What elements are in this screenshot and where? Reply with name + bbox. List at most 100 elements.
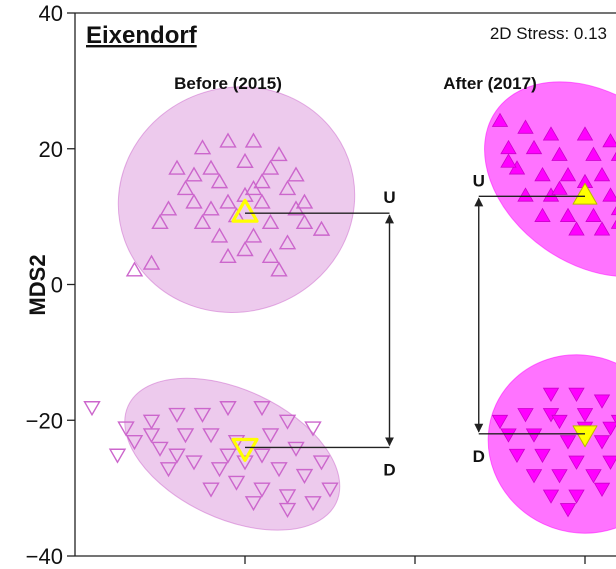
data-point xyxy=(261,247,280,263)
y-axis-label: MDS2 xyxy=(25,254,50,315)
data-point xyxy=(287,200,305,216)
data-point xyxy=(236,455,254,471)
data-point xyxy=(185,193,203,209)
data-point xyxy=(287,166,305,182)
data-point xyxy=(210,227,229,243)
data-point xyxy=(202,159,220,175)
data-point xyxy=(312,455,331,471)
data-point xyxy=(83,401,101,417)
data-point xyxy=(551,414,568,430)
panel-title: Eixendorf xyxy=(86,22,198,49)
data-point xyxy=(517,119,534,134)
data-point xyxy=(244,132,263,148)
data-point xyxy=(236,241,254,257)
data-point xyxy=(568,387,585,402)
data-point xyxy=(193,407,212,423)
data-point xyxy=(508,448,526,464)
data-point xyxy=(253,401,271,417)
data-point xyxy=(168,448,186,464)
centroid-marker xyxy=(231,437,259,462)
data-point xyxy=(168,407,186,423)
data-point xyxy=(278,502,297,518)
data-point xyxy=(287,441,305,457)
data-point xyxy=(125,434,144,451)
data-point xyxy=(559,435,577,450)
data-point xyxy=(210,462,229,478)
data-point xyxy=(176,428,195,444)
data-point xyxy=(270,462,288,478)
ellipse-2 xyxy=(484,81,616,278)
data-point xyxy=(568,455,585,470)
y-tick-label: −40 xyxy=(26,544,63,569)
data-point xyxy=(278,180,297,196)
data-point xyxy=(602,187,616,202)
data-point xyxy=(261,159,280,175)
y-tick-label: −20 xyxy=(26,408,63,433)
data-point xyxy=(610,151,616,161)
data-point xyxy=(312,220,331,236)
data-point xyxy=(585,207,602,222)
data-point xyxy=(534,167,551,182)
data-point xyxy=(253,448,271,464)
data-point xyxy=(585,146,602,161)
data-point xyxy=(534,448,551,464)
data-point xyxy=(542,489,560,504)
data-point xyxy=(542,126,560,141)
data-point xyxy=(227,475,246,491)
data-point xyxy=(270,146,288,162)
data-point xyxy=(551,180,568,195)
data-point xyxy=(185,455,203,471)
data-point xyxy=(244,227,263,243)
data-point xyxy=(210,173,229,189)
data-point xyxy=(602,421,616,436)
y-tick-label: 40 xyxy=(39,1,63,26)
data-point xyxy=(610,206,616,216)
data-point xyxy=(593,167,611,182)
data-point xyxy=(321,482,339,498)
arrow-label-down: D xyxy=(473,447,485,466)
data-point xyxy=(219,193,237,209)
data-point xyxy=(202,428,220,444)
data-point xyxy=(295,213,314,230)
arrow-label-down: D xyxy=(383,460,395,479)
group-title-after: After (2017) xyxy=(443,74,537,93)
data-point xyxy=(151,441,169,457)
data-point xyxy=(559,167,577,182)
data-point xyxy=(500,153,517,168)
data-point xyxy=(525,469,543,484)
data-point xyxy=(219,448,237,464)
data-point xyxy=(261,428,280,444)
data-point xyxy=(193,213,212,230)
data-point xyxy=(602,133,616,148)
data-point xyxy=(168,159,186,175)
data-point xyxy=(253,173,271,189)
data-point xyxy=(525,139,543,155)
data-point xyxy=(253,482,271,498)
centroid-marker xyxy=(572,425,598,448)
data-point xyxy=(278,489,297,505)
data-point xyxy=(517,408,534,423)
data-point xyxy=(142,428,161,444)
data-point xyxy=(219,132,237,148)
data-point xyxy=(244,496,263,512)
arrow-label-up: U xyxy=(383,188,395,207)
arrow-label-up: U xyxy=(473,171,485,190)
data-point xyxy=(202,482,220,498)
ellipse-3 xyxy=(487,354,616,534)
data-point xyxy=(491,414,509,430)
axis-ticks: 40 20 0 −20 −40 xyxy=(26,1,586,569)
group-centroids xyxy=(231,182,598,462)
data-point xyxy=(568,221,585,236)
y-tick-label: 20 xyxy=(39,137,63,162)
stress-label: 2D Stress: 0.13 xyxy=(490,24,607,43)
group-title-before: Before (2015) xyxy=(174,74,282,93)
data-point xyxy=(270,261,288,277)
data-point xyxy=(125,261,144,277)
data-point xyxy=(261,213,280,230)
data-point xyxy=(500,428,517,443)
data-point xyxy=(278,414,297,430)
data-point xyxy=(534,207,551,222)
data-point xyxy=(602,455,616,470)
data-point xyxy=(185,166,203,182)
